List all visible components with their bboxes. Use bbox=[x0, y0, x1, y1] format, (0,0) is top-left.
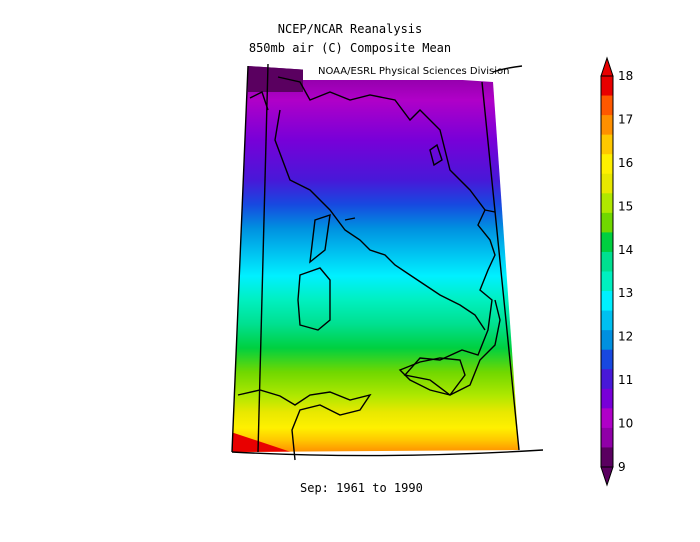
colorbar-tick-label: 11 bbox=[618, 373, 633, 387]
colorbar-tick-label: 18 bbox=[618, 69, 633, 83]
colorbar-swatch bbox=[601, 447, 613, 468]
map-title: NCEP/NCAR Reanalysis bbox=[277, 22, 423, 36]
credit-box bbox=[303, 62, 521, 80]
colorbar-swatch bbox=[601, 173, 613, 194]
colorbar-swatch bbox=[601, 251, 613, 272]
colorbar-swatch bbox=[601, 388, 613, 409]
colorbar-swatch bbox=[601, 310, 613, 331]
colorbar-tick-label: 9 bbox=[618, 460, 626, 474]
colorbar-swatch bbox=[601, 291, 613, 312]
colorbar-frame bbox=[600, 75, 614, 468]
coastlines bbox=[231, 63, 544, 461]
colorbar-swatch bbox=[601, 232, 613, 253]
colorbar-swatch bbox=[601, 330, 613, 351]
colorbar-swatch bbox=[601, 212, 613, 233]
credit-text: NOAA/ESRL Physical Sciences Division bbox=[318, 66, 510, 77]
colorbar-swatch bbox=[601, 408, 613, 429]
colorbar-bottom-arrow bbox=[600, 466, 614, 487]
colorbar-tick-label: 16 bbox=[618, 156, 633, 170]
colorbar: 18 17 16 15 14 13 12 11 10 9 bbox=[600, 56, 633, 487]
map-subtitle: 850mb air (C) Composite Mean bbox=[248, 41, 452, 55]
colorbar-tick-label: 17 bbox=[618, 112, 633, 126]
colorbar-swatch bbox=[601, 427, 613, 448]
colorbar-tick-label: 13 bbox=[618, 286, 633, 300]
colorbar-swatch bbox=[601, 95, 613, 116]
colorbar-swatch bbox=[601, 369, 613, 390]
colorbar-swatch bbox=[601, 134, 613, 155]
colorbar-tick-label: 10 bbox=[618, 417, 633, 431]
colorbar-tick-label: 15 bbox=[618, 199, 633, 213]
colorbar-swatch bbox=[601, 271, 613, 292]
colorbar-swatch bbox=[601, 76, 613, 97]
colorbar-swatch bbox=[601, 115, 613, 136]
colorbar-tick-label: 12 bbox=[618, 330, 633, 344]
colorbar-swatch bbox=[601, 349, 613, 370]
colorbar-swatch bbox=[601, 154, 613, 175]
date-range: Sep: 1961 to 1990 bbox=[300, 481, 423, 495]
colorbar-swatch bbox=[601, 193, 613, 214]
temperature-field bbox=[232, 66, 519, 452]
colorbar-top-arrow bbox=[600, 56, 614, 77]
colorbar-tick-label: 14 bbox=[618, 243, 633, 257]
